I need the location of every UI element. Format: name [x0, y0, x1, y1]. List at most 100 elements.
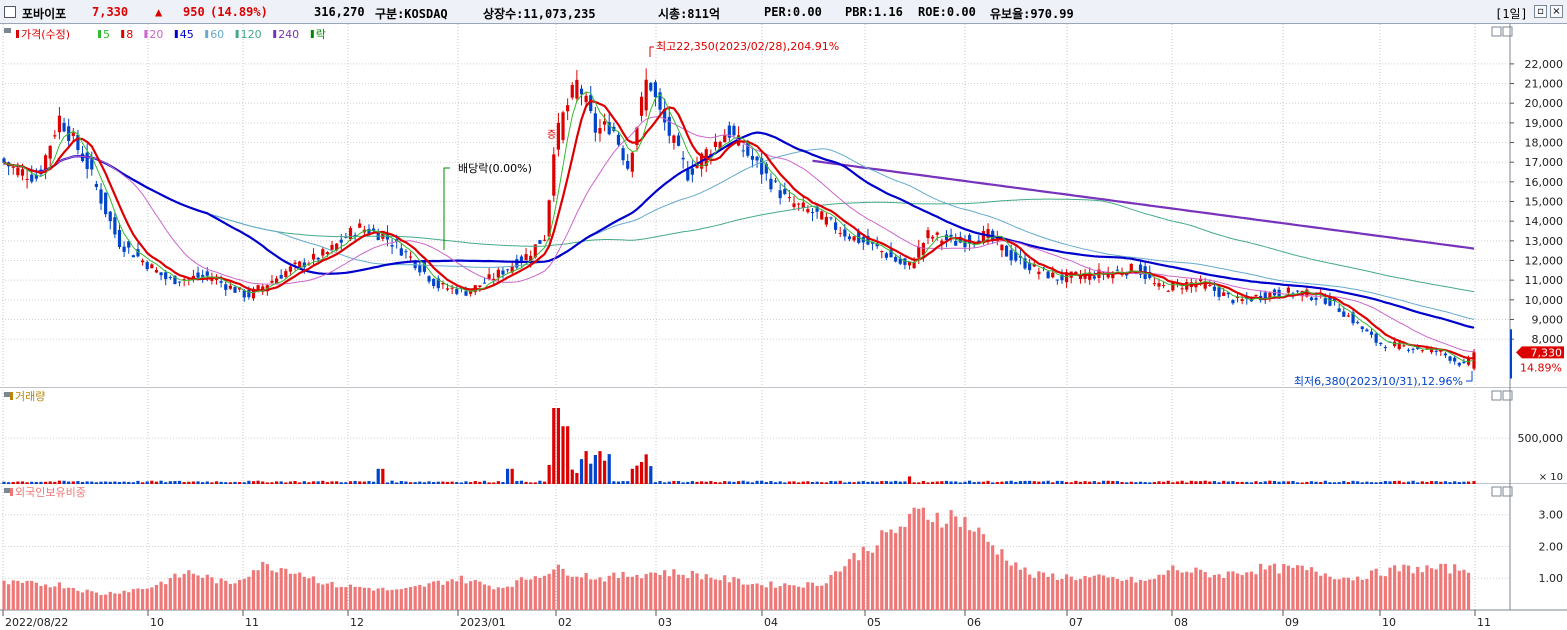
foreign-bar [182, 573, 186, 610]
volume-bar [1300, 482, 1304, 484]
volume-bar [857, 481, 861, 484]
foreign-bar [127, 592, 131, 610]
volume-bar [108, 481, 112, 484]
volume-bar [362, 481, 366, 484]
candle-body [603, 121, 607, 125]
volume-bar [1069, 482, 1073, 484]
foreign-bar [1263, 569, 1267, 610]
volume-bar [122, 481, 126, 484]
foreign-bar [1083, 575, 1087, 610]
foreign-bar [944, 523, 949, 610]
candle-body [48, 145, 52, 159]
candle-body [131, 255, 135, 258]
foreign-bar [723, 575, 727, 610]
close-icon[interactable]: × [1550, 5, 1563, 18]
volume-bar [76, 481, 80, 484]
foreign-bar [658, 575, 662, 610]
restore-icon[interactable]: ▫ [1534, 5, 1547, 18]
volume-bar [1383, 481, 1387, 484]
volume-bar [445, 481, 450, 484]
foreign-bar [113, 593, 117, 610]
volume-bar [963, 481, 967, 484]
candle-body [806, 209, 810, 213]
foreign-bar [889, 529, 893, 610]
candle-body [316, 257, 320, 260]
foreign-bar [607, 575, 611, 610]
candle-body [764, 163, 768, 174]
candle-body [1429, 347, 1434, 353]
volume-bar [1189, 480, 1193, 484]
volume-bar [672, 480, 676, 484]
candle-body [621, 148, 625, 161]
candle-body [422, 262, 427, 272]
foreign-bar [450, 579, 454, 610]
volume-bar [242, 482, 246, 484]
foreign-bar [926, 519, 930, 610]
price-tick-label: 21,000 [1525, 78, 1564, 91]
volume-bar [616, 481, 621, 484]
volume-bar [1000, 481, 1004, 484]
foreign-bar [122, 590, 126, 610]
candle-body [372, 228, 376, 231]
volume-bar [533, 482, 537, 484]
volume-bar [1231, 481, 1235, 484]
volume-bar [196, 481, 200, 484]
foreign-bar [99, 594, 103, 610]
select-checkbox[interactable] [4, 6, 16, 18]
foreign-tick-label: 1.00 [1539, 572, 1564, 585]
x-tick-label: 04 [764, 616, 778, 629]
legend-swatch [121, 30, 125, 38]
foreign-bar [547, 573, 551, 610]
foreign-bar [1194, 567, 1198, 610]
candle-body [533, 244, 537, 258]
foreign-bar [1065, 574, 1069, 610]
foreign-bar [880, 530, 884, 610]
foreign-bar [639, 578, 644, 610]
volume-bar [1092, 481, 1096, 484]
volume-bar [538, 480, 542, 484]
foreign-bar [810, 582, 815, 610]
volume-bar [1365, 481, 1369, 484]
volume-bar [760, 480, 764, 484]
legend-label: 8 [126, 28, 133, 41]
volume-bar [57, 480, 62, 484]
volume-bar [1222, 480, 1226, 484]
candle-body [755, 156, 759, 161]
foreign-bar [806, 582, 810, 610]
candle-body [810, 212, 815, 214]
volume-bar [1171, 482, 1175, 484]
candle-body [954, 240, 958, 246]
volume-bar [159, 480, 163, 484]
volume-bar [1018, 481, 1022, 484]
candle-body [773, 180, 778, 182]
candle-body [829, 217, 833, 219]
foreign-bar [579, 577, 584, 610]
volume-bar [316, 481, 320, 484]
candle-body [907, 261, 912, 266]
foreign-bar [515, 580, 519, 610]
foreign-bar [1051, 573, 1055, 610]
volume-bar [755, 480, 759, 484]
foreign-bar [43, 584, 48, 610]
price-panel-min-icon [1491, 26, 1502, 37]
foreign-bar [1453, 564, 1457, 610]
volume-bar [80, 481, 85, 484]
stock-name: 포바이포 [22, 7, 67, 21]
volume-bar [1314, 481, 1318, 484]
volume-bar [981, 481, 986, 484]
foreign-bar [487, 585, 491, 610]
volume-bar [958, 482, 962, 484]
period-selector[interactable]: [1일] [1495, 7, 1528, 21]
foreign-bar [367, 587, 371, 610]
candle-body [279, 274, 283, 279]
volume-bar [718, 482, 722, 484]
foreign-bar [1332, 579, 1337, 610]
candle-body [270, 280, 274, 283]
stock-chart[interactable]: 2022/08/22 10 11 12 2023/01 02 03 04 05 06 07 08 09 1… [0, 24, 1567, 630]
volume-bar [464, 481, 468, 484]
volume-bar [16, 481, 20, 484]
foreign-bar [1166, 570, 1170, 610]
candle-body [482, 282, 487, 284]
price-tick-label: 13,000 [1525, 235, 1564, 248]
volume-bar [690, 481, 694, 484]
